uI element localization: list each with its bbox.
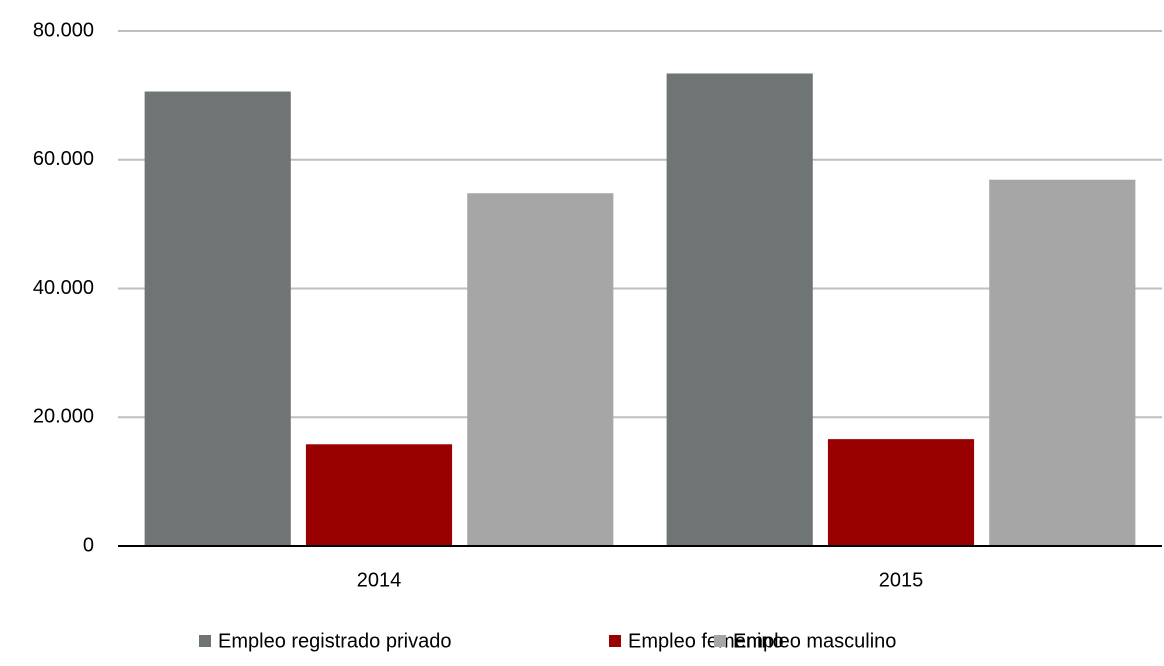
bar: [144, 91, 291, 546]
legend-label: Empleo registrado privado: [218, 630, 451, 652]
bar: [827, 439, 975, 546]
legend-swatch: [609, 635, 621, 647]
legend-label: Empleo femenino: [628, 630, 784, 652]
bar: [305, 444, 453, 546]
x-tick-label: 2014: [357, 569, 402, 591]
bar: [467, 193, 614, 546]
x-tick-label: 2015: [879, 569, 924, 591]
bar: [666, 73, 813, 547]
bar: [989, 179, 1136, 547]
legend-swatch: [714, 635, 726, 647]
y-tick-label: 0: [83, 534, 94, 556]
y-tick-label: 20.000: [33, 406, 94, 428]
y-tick-label: 80.000: [33, 19, 94, 41]
legend-swatch: [199, 635, 211, 647]
y-tick-label: 60.000: [33, 148, 94, 170]
legend-label: Empleo masculino: [733, 630, 896, 652]
y-tick-label: 40.000: [33, 277, 94, 299]
